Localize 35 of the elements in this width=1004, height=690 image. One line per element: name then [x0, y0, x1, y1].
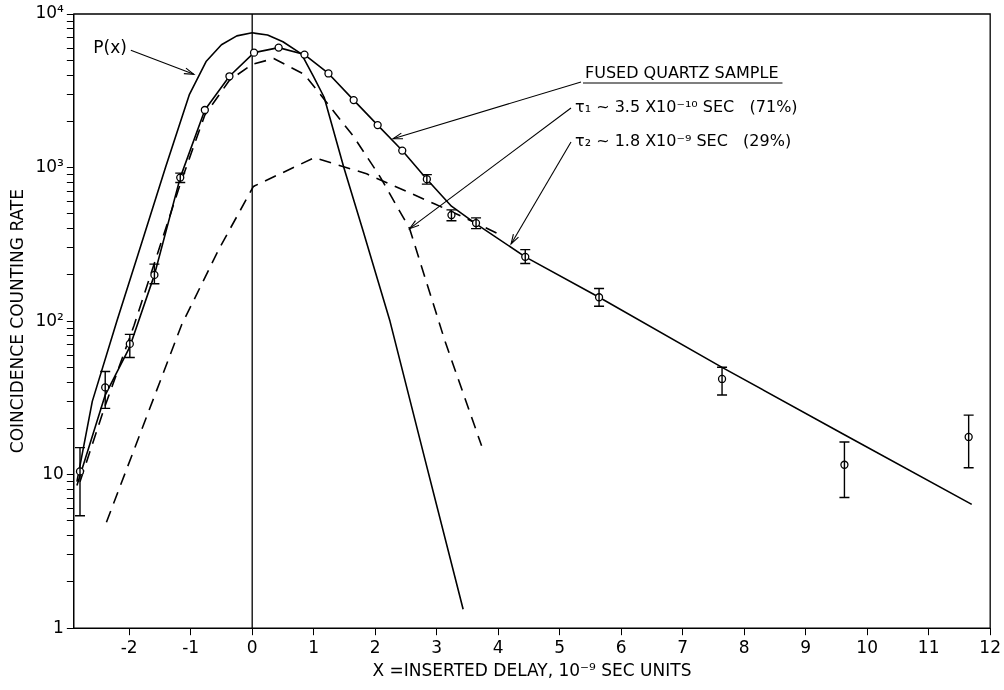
x-tick-label: 2 [369, 636, 381, 657]
point [225, 72, 234, 81]
x-tick-label: 6 [615, 636, 627, 657]
x-tick-label: -2 [120, 636, 138, 657]
annotation: τ₂ ~ 1.8 X10⁻⁹ SEC (29%) [575, 131, 792, 150]
x-axis-title: X =INSERTED DELAY, 10⁻⁹ SEC UNITS [372, 660, 692, 681]
y-tick-label: 1 [53, 616, 64, 637]
x-tick-label: 9 [800, 636, 812, 657]
x-tick-label: 3 [431, 636, 443, 657]
point [200, 105, 209, 115]
y-tick-label: 10³ [35, 155, 64, 176]
y-axis-title: COINCIDENCE COUNTING RATE [6, 189, 27, 454]
y-tick-label: 10² [35, 309, 64, 330]
x-tick-label: 1 [308, 636, 320, 657]
annotation: FUSED QUARTZ SAMPLE [585, 63, 779, 82]
y-tick-label: 10⁴ [35, 2, 65, 23]
y-tick-label: 10 [42, 463, 64, 484]
x-tick-label: 11 [917, 636, 940, 657]
annotation: τ₁ ~ 3.5 X10⁻¹⁰ SEC (71%) [575, 97, 798, 116]
x-tick-label: 0 [246, 636, 258, 657]
point [300, 50, 309, 59]
point [274, 43, 283, 52]
point [398, 146, 407, 155]
text: P(x) [93, 36, 127, 57]
x-tick-label: 4 [492, 636, 504, 657]
point [349, 95, 358, 105]
point [373, 120, 382, 130]
x-tick-label: 7 [677, 636, 689, 657]
point [324, 69, 333, 78]
x-tick-label: 5 [554, 636, 566, 657]
x-tick-label: -1 [182, 636, 200, 657]
point [249, 48, 259, 57]
x-tick-label: 8 [738, 636, 750, 657]
x-tick-label: 10 [856, 636, 879, 657]
x-tick-label: 12 [979, 636, 1001, 657]
